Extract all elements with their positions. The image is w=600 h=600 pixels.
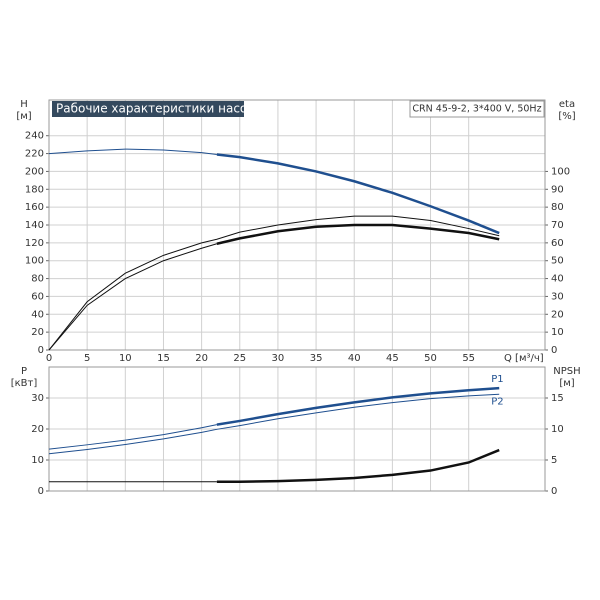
y2-axis-label: NPSH: [553, 366, 580, 377]
x-axis-label: Q [м³/ч]: [504, 353, 544, 364]
curve: [216, 448, 500, 483]
y-axis-label: H: [20, 99, 28, 110]
title-box: [52, 101, 244, 117]
y2-tick-label: 50: [551, 256, 564, 267]
curve: [48, 243, 218, 351]
y2-tick-label: 90: [551, 184, 564, 195]
y-tick-label: 220: [25, 149, 44, 160]
y-tick-label: 20: [31, 424, 44, 435]
x-tick-label: 45: [386, 353, 399, 364]
y2-tick-label: 80: [551, 202, 564, 213]
curve: [216, 386, 500, 426]
y2-tick-label: 5: [551, 455, 557, 466]
x-tick-label: 10: [119, 353, 132, 364]
y-tick-label: 20: [31, 327, 44, 338]
y-tick-label: 0: [38, 486, 44, 497]
y2-tick-label: 20: [551, 309, 564, 320]
y2-axis-unit: [%]: [558, 111, 575, 122]
x-tick-label: 30: [272, 353, 285, 364]
curve: [48, 393, 500, 455]
x-tick-label: 20: [195, 353, 208, 364]
y-tick-label: 60: [31, 291, 44, 302]
x-tick-label: 15: [157, 353, 170, 364]
y2-tick-label: 10: [551, 327, 564, 338]
curve: [216, 153, 500, 235]
y-axis-unit: [кВт]: [11, 378, 38, 389]
y2-tick-label: 40: [551, 274, 564, 285]
y2-tick-label: 15: [551, 393, 564, 404]
x-tick-label: 55: [462, 353, 475, 364]
y-tick-label: 40: [31, 309, 44, 320]
x-tick-label: 25: [233, 353, 246, 364]
curve-label: P1: [491, 374, 503, 385]
curve: [48, 148, 217, 155]
y2-tick-label: 10: [551, 424, 564, 435]
chart-subtitle: CRN 45-9-2, 3*400 V, 50Hz: [412, 104, 541, 115]
y2-tick-label: 60: [551, 238, 564, 249]
curve: [48, 424, 217, 450]
curve: [216, 223, 500, 245]
x-tick-label: 50: [424, 353, 437, 364]
y-tick-label: 10: [31, 455, 44, 466]
y2-tick-label: 30: [551, 291, 564, 302]
x-tick-label: 0: [46, 353, 52, 364]
y-axis-label: P: [21, 366, 27, 377]
y-tick-label: 100: [25, 256, 44, 267]
y-axis-unit: [м]: [16, 111, 31, 122]
y-tick-label: 180: [25, 184, 44, 195]
curve: [48, 215, 500, 351]
y-tick-label: 80: [31, 274, 44, 285]
y2-tick-label: 0: [551, 345, 557, 356]
y2-axis-label: eta: [559, 99, 575, 110]
plot-frame: [48, 99, 546, 351]
curve-label: P2: [491, 396, 503, 407]
y-tick-label: 240: [25, 131, 44, 142]
y-tick-label: 160: [25, 202, 44, 213]
plot-frame: [48, 366, 546, 492]
y-tick-label: 30: [31, 393, 44, 404]
y2-tick-label: 0: [551, 486, 557, 497]
y-tick-label: 200: [25, 166, 44, 177]
chart-title: Рабочие характеристики насоса: [56, 102, 261, 116]
y2-tick-label: 100: [551, 166, 570, 177]
x-tick-label: 40: [348, 353, 361, 364]
y-tick-label: 120: [25, 238, 44, 249]
y2-axis-unit: [м]: [559, 378, 574, 389]
y2-tick-label: 70: [551, 220, 564, 231]
y-tick-label: 0: [38, 345, 44, 356]
y-tick-label: 140: [25, 220, 44, 231]
x-tick-label: 35: [310, 353, 323, 364]
x-tick-label: 5: [84, 353, 90, 364]
subtitle-box: [409, 100, 545, 118]
